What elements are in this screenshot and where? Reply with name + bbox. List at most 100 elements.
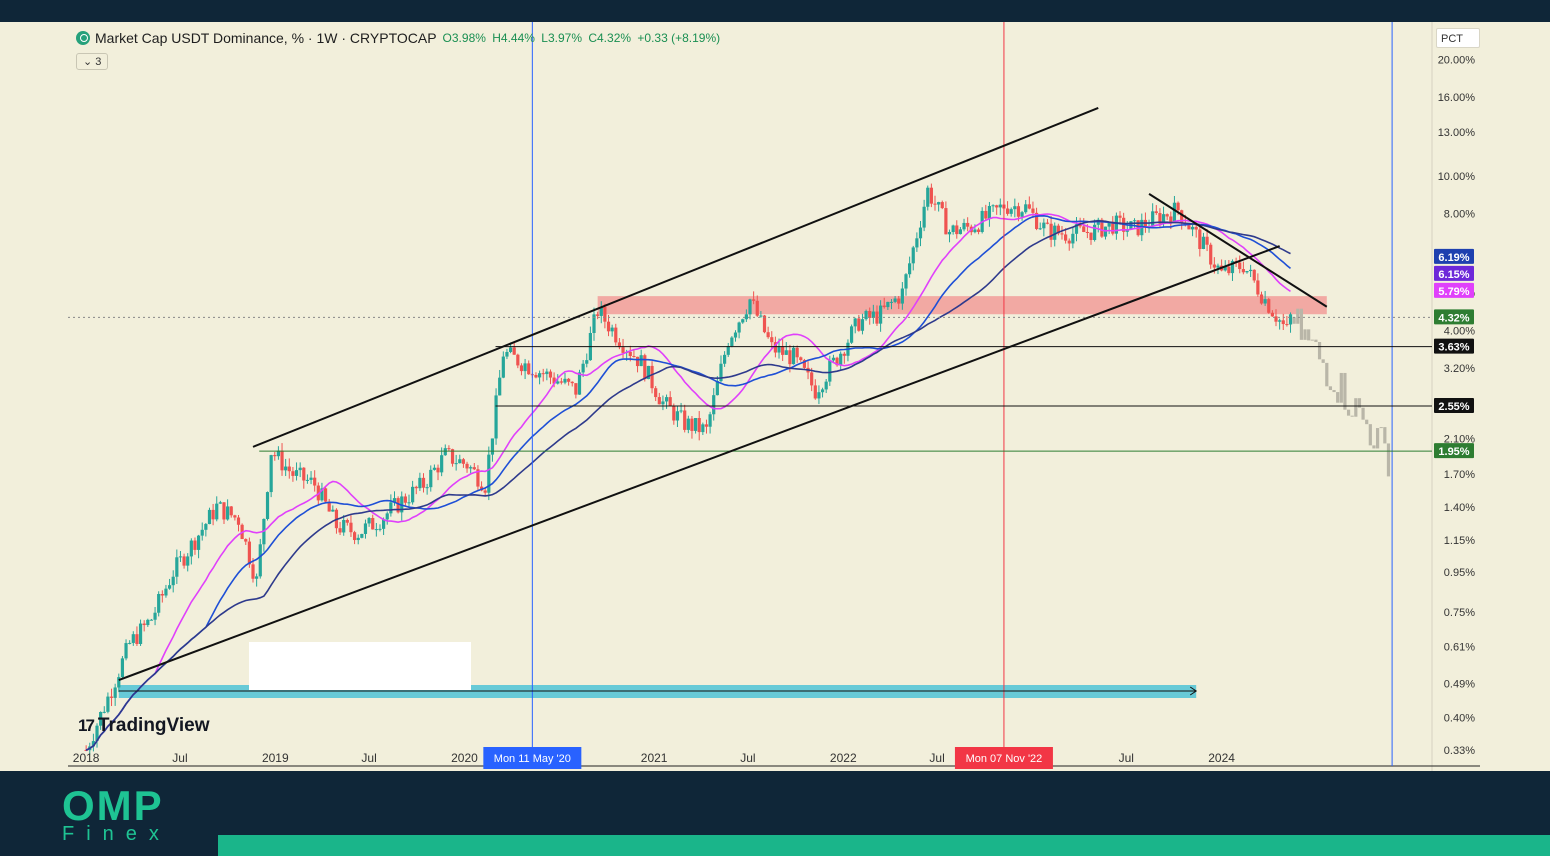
candle-body [534,374,538,378]
candle-body [1118,215,1122,218]
candle-body [498,377,502,396]
candle-body [280,450,284,471]
candle-body [523,363,527,372]
close-value: C4.32% [588,31,632,45]
candle-body [632,356,636,358]
candle-body [356,537,360,541]
symbol-legend[interactable]: Market Cap USDT Dominance, % · 1W · CRYP… [76,30,723,46]
candle-body [247,541,251,565]
candle-body [258,544,262,577]
candle-body [255,576,259,579]
candle-body [160,593,164,596]
candle-body [567,378,571,382]
candle-body [447,448,451,450]
x-tick-label: Jul [361,751,376,765]
candle-body [236,517,241,525]
candle-body [788,350,792,365]
projection-bar [1317,342,1322,360]
candle-body [1270,312,1274,317]
candle-body [882,305,886,308]
candle-body [171,576,175,586]
projection-bar [1383,427,1387,444]
candle-body [1071,233,1075,244]
projection-bar [1357,398,1362,408]
candle-body [581,363,585,373]
candle-body [900,288,904,304]
tradingview-wordmark: TradingView [97,715,210,736]
candle-body [469,467,473,469]
price-label-text: 6.15% [1438,269,1469,281]
candle-body [1187,225,1191,230]
candle-body [1165,214,1169,217]
candle-body [940,202,944,209]
y-tick-label: 0.95% [1444,567,1475,579]
channel-lower-line [118,245,1280,682]
resistance-zone [597,296,1327,315]
candle-body [868,310,872,318]
date-range-arrow-head [1189,686,1198,696]
candle-body [552,377,556,384]
candle-body [175,557,179,577]
candle-body [276,450,281,457]
candle-body [541,373,545,375]
candle-body [697,418,701,433]
candle-body [1274,316,1278,322]
candle-body [719,363,723,382]
candle-body [686,418,690,430]
candle-body [857,318,861,331]
candle-body [849,326,854,343]
candle-body [269,455,273,493]
candle-body [403,496,407,503]
candle-body [871,311,875,318]
candle-body [675,411,680,421]
candle-body [592,314,596,334]
footer: OMP Finex [0,771,1550,856]
candle-body [313,477,317,486]
candle-body [784,350,788,355]
candle-body [135,634,139,644]
price-label-text: 6.19% [1438,252,1469,264]
y-tick-label: 0.33% [1444,745,1475,757]
projection-bar [1354,398,1358,417]
chart-panel[interactable]: 20.00%16.00%13.00%10.00%8.00%5.00%4.00%3… [0,22,1550,771]
candle-body [708,414,712,427]
candle-body [886,301,890,308]
candle-body [574,383,578,395]
candle-body [1223,266,1227,271]
y-tick-label: 3.20% [1444,363,1475,375]
indicators-toggle-button[interactable]: ⌄ 3 [76,53,109,70]
y-tick-label: 16.00% [1438,92,1476,104]
projection-bar [1343,372,1347,410]
price-label-text: 1.95% [1438,446,1469,458]
candle-body [490,438,495,455]
projection-bar [1350,415,1354,417]
candle-body [537,373,542,378]
candle-body [1016,206,1021,217]
candle-body [352,532,357,541]
candle-body [414,486,418,489]
candle-body [1027,204,1031,209]
candle-body [458,459,462,464]
candle-body [679,410,683,412]
candle-body [411,486,415,503]
candle-body [933,203,937,205]
y-tick-label: 2.10% [1444,434,1475,446]
price-chart[interactable]: 20.00%16.00%13.00%10.00%8.00%5.00%4.00%3… [0,22,1550,771]
candle-body [450,449,455,464]
candle-body [1132,220,1137,222]
candle-body [548,371,553,378]
candle-body [302,467,306,481]
candle-body [878,305,883,324]
moving-average-line [85,213,1291,751]
candle-body [995,205,999,208]
candle-body [440,455,444,473]
y-tick-label: 0.40% [1444,713,1475,725]
scale-mode-button[interactable]: PCT [1436,28,1480,48]
candle-body [204,524,208,530]
candle-body [781,346,785,355]
candle-body [182,556,186,566]
axis-layer: 20.00%16.00%13.00%10.00%8.00%5.00%4.00%3… [73,55,1475,769]
candle-body [1107,221,1111,227]
candle-body [617,342,622,348]
candle-body [349,522,353,533]
